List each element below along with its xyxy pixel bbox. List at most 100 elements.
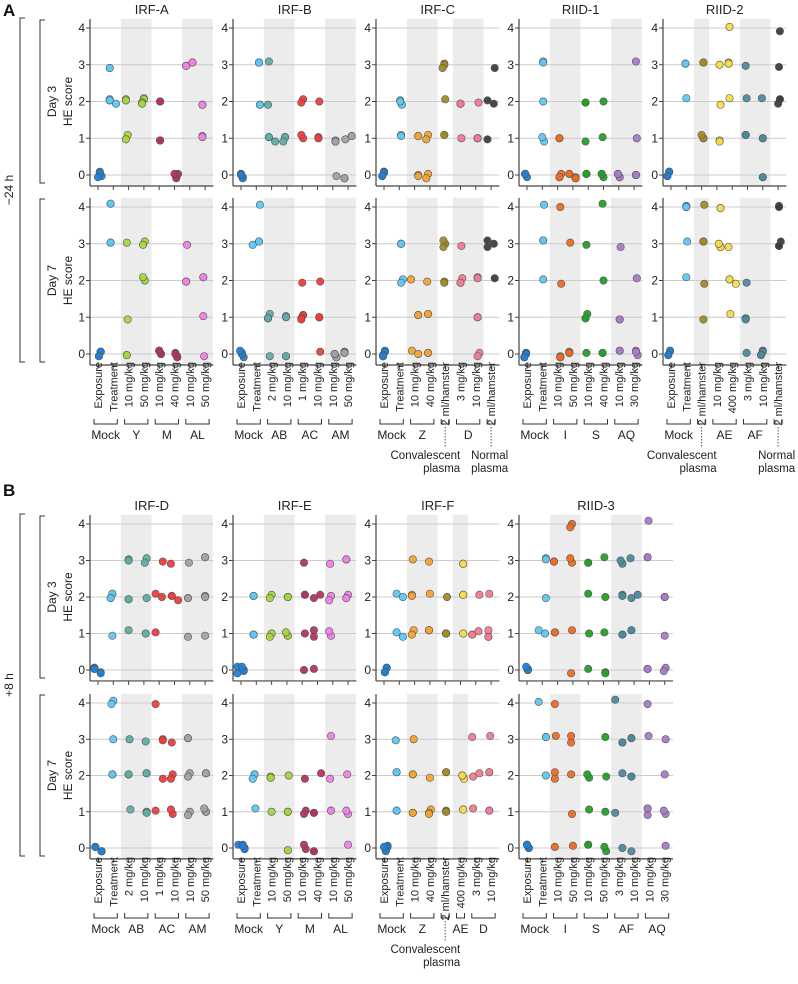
y-tick-label: 1 xyxy=(651,131,658,145)
y-tick-label: 1 xyxy=(651,310,658,324)
data-point xyxy=(122,238,131,247)
x-tick-label: 2 mg/kg xyxy=(267,362,279,401)
x-tick-label: 400 mg/kg xyxy=(727,362,739,413)
y-tick-label: 0 xyxy=(78,168,85,182)
x-tick-label: 50 mg/kg xyxy=(568,857,580,902)
data-point xyxy=(627,847,636,856)
x-tick-label: 10 mg/kg xyxy=(471,362,483,407)
group-bracket xyxy=(93,913,118,919)
x-tick-label: 1 mg/kg xyxy=(154,857,166,896)
group-bracket xyxy=(124,913,149,919)
group-bracket xyxy=(236,913,261,919)
data-point xyxy=(442,592,451,601)
data-point xyxy=(439,236,448,245)
data-point xyxy=(473,313,482,322)
data-point xyxy=(581,98,590,107)
data-point xyxy=(422,135,431,144)
data-point xyxy=(397,278,406,287)
group-note: plasma xyxy=(423,957,461,969)
data-point xyxy=(182,61,191,70)
data-point xyxy=(332,172,341,181)
panel-title: IRF-A xyxy=(135,2,169,17)
data-point xyxy=(199,273,208,282)
x-tick-label: 10 mg/kg xyxy=(712,362,724,407)
data-point xyxy=(121,135,130,144)
x-tick-label: 10 mg/kg xyxy=(282,362,294,407)
x-tick-label: 10 mg/kg xyxy=(185,362,197,407)
group-bracket xyxy=(185,913,210,919)
data-point xyxy=(741,61,750,70)
x-tick-label: Treatment xyxy=(108,857,120,907)
data-point xyxy=(468,630,477,639)
data-point xyxy=(550,768,559,777)
x-tick-label: 10 mg/kg xyxy=(313,362,325,407)
data-point xyxy=(91,842,100,851)
data-point xyxy=(316,590,325,599)
group-label: AE xyxy=(717,428,733,442)
data-point xyxy=(156,97,165,106)
data-point xyxy=(166,774,175,783)
group-label: I xyxy=(564,428,567,442)
data-point xyxy=(199,312,208,321)
x-tick-label: 3 mg/kg xyxy=(471,857,483,896)
data-point xyxy=(473,134,482,143)
data-point xyxy=(661,841,670,850)
data-point xyxy=(521,169,530,178)
group-shading xyxy=(406,18,438,187)
x-tick-label: 40 mg/kg xyxy=(599,362,611,407)
data-point xyxy=(459,590,468,599)
data-point xyxy=(440,130,449,139)
data-point xyxy=(697,130,706,139)
group-label: D xyxy=(479,922,488,936)
data-point xyxy=(392,589,401,598)
data-point xyxy=(643,804,652,813)
group-bracket xyxy=(236,419,261,425)
data-point xyxy=(188,58,197,67)
data-point xyxy=(756,351,765,360)
data-point xyxy=(598,348,607,357)
x-tick-label: 10 mg/kg xyxy=(154,362,166,407)
data-point xyxy=(249,591,258,600)
group-label: D xyxy=(464,428,473,442)
group-bracket xyxy=(522,913,547,919)
data-point xyxy=(565,169,574,178)
group-shading xyxy=(693,18,710,187)
y-tick-label: 2 xyxy=(507,274,514,288)
y-tick-label: 0 xyxy=(507,168,514,182)
group-label: AM xyxy=(188,922,206,936)
data-point xyxy=(124,626,133,635)
x-tick-label: 10 mg/kg xyxy=(553,857,565,902)
data-point xyxy=(299,558,308,567)
data-point xyxy=(566,523,575,532)
group-shading xyxy=(611,693,642,859)
y-tick-label: 4 xyxy=(221,517,228,531)
x-tick-label: Exposure xyxy=(93,362,105,408)
group-bracket xyxy=(124,419,149,425)
data-point xyxy=(644,731,653,740)
y-tick-label: 2 xyxy=(78,769,85,783)
data-point xyxy=(774,99,783,108)
panel-title: IRF-E xyxy=(278,498,312,513)
data-point xyxy=(347,132,356,141)
data-point xyxy=(618,591,627,600)
x-tick-label: 30 mg/kg xyxy=(660,857,672,902)
y-tick-label: 2 xyxy=(364,590,371,604)
data-point xyxy=(522,840,531,849)
data-point xyxy=(141,737,150,746)
data-point xyxy=(425,773,434,782)
y-tick-label: 2 xyxy=(507,95,514,109)
data-point xyxy=(325,627,334,636)
group-bracket xyxy=(379,913,404,919)
y-tick-label: 1 xyxy=(221,805,228,819)
x-tick-label: Exposure xyxy=(522,362,534,408)
data-point xyxy=(151,700,160,709)
data-point xyxy=(627,734,636,743)
group-bracket xyxy=(471,913,496,919)
x-tick-label: Treatment xyxy=(681,362,693,412)
group-bracket xyxy=(614,913,639,919)
group-label: Mock xyxy=(520,428,550,442)
data-point xyxy=(483,96,492,105)
y-tick-label: 0 xyxy=(651,168,658,182)
data-point xyxy=(483,236,492,245)
group-bracket xyxy=(456,913,465,919)
